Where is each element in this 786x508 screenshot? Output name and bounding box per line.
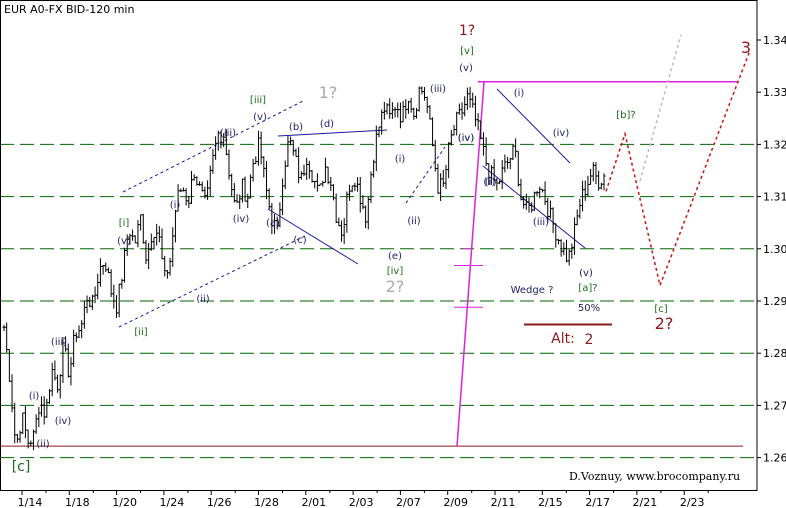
x-tick-label: 2/07 [396,496,421,508]
wave-label: [b]? [616,110,635,121]
wave-label: (iv) [55,416,72,427]
wave-label: Alt: [551,331,575,347]
x-tick-label: 2/17 [585,496,610,508]
wave-label: (c) [293,235,306,246]
projection-red-path [605,50,751,288]
wave-label: (ii) [407,216,420,227]
x-tick-label: 2/21 [633,496,658,508]
x-tick-label: 2/11 [491,496,516,508]
wave-label: (iv) [233,214,250,225]
wave-label: [c] [654,304,667,315]
wave-label: [a]? [578,283,597,294]
chart-overlays [0,81,743,447]
wave-label: (iii) [51,337,67,348]
x-tick-label: 1/18 [65,496,90,508]
wave-label: (v) [117,236,131,247]
wave-label: [iii] [250,95,266,106]
wedge-upper [496,88,571,164]
x-tick-label: 2/23 [680,496,705,508]
wave-label: (ii) [196,294,209,305]
y-tick-label: 1.34 [763,34,786,47]
wave-label: (iv) [458,133,475,144]
wave-label: 50% [578,303,600,314]
wave-label: 2 [585,332,594,348]
credit-text: D.Voznuy, www.brocompany.ru [569,470,741,483]
x-tick-label: 2/09 [443,496,468,508]
channel-lower [118,235,306,328]
chart-grid [0,143,757,459]
y-tick-label: 1.29 [763,295,786,308]
wave-label: (ii) [483,177,496,188]
wave-label: (ii) [36,439,49,450]
wave-label: 2? [655,314,674,333]
wave-label: (v) [459,63,473,74]
x-tick-label: 1/24 [160,496,185,508]
wave-label: [iv] [387,266,404,277]
wave-label: (i) [395,154,406,165]
wave-label: (i) [514,88,525,99]
x-tick-label: 1/28 [254,496,279,508]
y-tick-label: 1.31 [763,191,786,204]
wave-label: [v] [460,46,474,57]
x-tick-label: 2/03 [349,496,374,508]
wave-projection [605,34,751,288]
wave-connector [405,146,446,204]
wave-label: (b) [289,122,303,133]
wave-label: (v) [253,112,267,123]
x-tick-label: 2/15 [538,496,563,508]
triangle-upper [277,129,388,137]
wave-label: (iv) [458,133,475,144]
wave-label: (iii) [533,217,549,228]
projection-gray-path [639,34,682,182]
wave-label: (iv) [553,128,570,139]
wave-label: (i) [485,177,496,188]
x-tick-label: 2/01 [301,496,326,508]
y-tick-label: 1.28 [763,347,786,360]
triangle-lower [267,208,359,265]
wave-label: (e) [388,251,402,262]
x-tick-label: 1/26 [207,496,232,508]
chart-title: EUR A0-FX BID-120 min [4,3,135,16]
wave-labels: [c](i)(ii)(iii)(iv)(v)[i](i)(ii)[ii](iii… [12,23,751,475]
wave-label: Wedge ? [511,285,554,296]
wave-label: (i) [29,391,40,402]
y-tick-label: 1.33 [763,86,786,99]
wave-label: 2? [386,277,405,296]
wave-label: 1? [459,23,475,39]
plot-frame [0,0,758,491]
y-tick-label: 1.30 [763,243,786,256]
wave-label: 1? [319,83,338,102]
y-tick-label: 1.27 [763,399,786,412]
x-tick-label: 1/20 [112,496,137,508]
wave-label: [c] [12,459,31,475]
wave-label: (iii) [220,128,236,139]
wave-label: [ii] [134,327,147,338]
wave-label: (iii) [430,84,446,95]
y-tick-label: 1.26 [763,452,786,465]
wave-label: (d) [320,119,334,130]
y-tick-label: 1.32 [763,138,786,151]
channel-upper [122,99,306,193]
wave-label: 3 [741,38,751,57]
x-tick-label: 1/14 [18,496,43,508]
wave-label: (v) [579,268,593,279]
magenta-spike-line [456,81,485,447]
wave-label: [i] [119,218,130,229]
wave-label: (i) [170,200,181,211]
price-candles [2,86,606,451]
wave-label: (a) [266,218,280,229]
